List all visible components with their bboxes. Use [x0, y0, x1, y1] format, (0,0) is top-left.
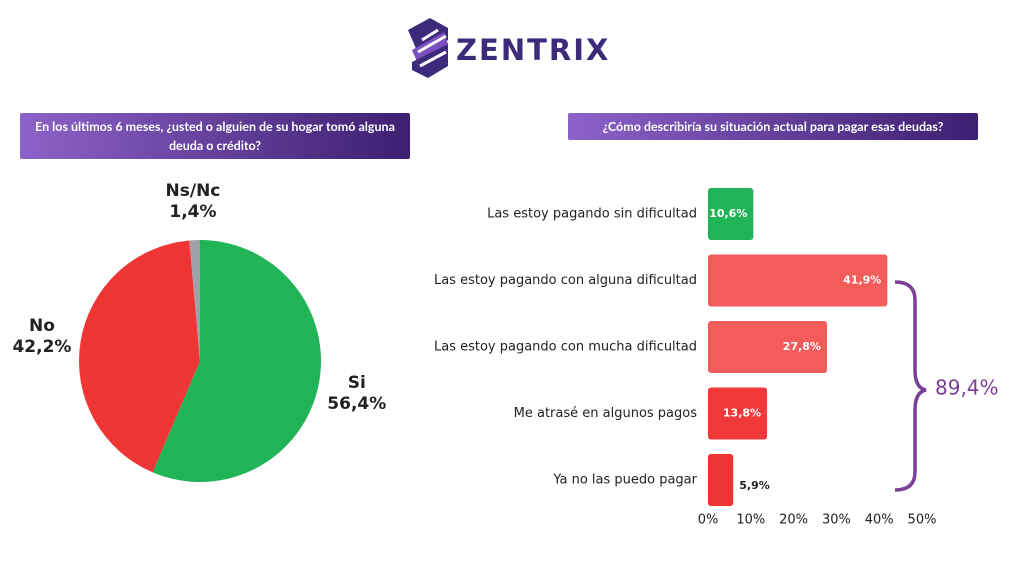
- bar: [708, 321, 827, 373]
- value-label: 13,8%: [723, 407, 761, 420]
- bar: [708, 188, 754, 240]
- pie-title: En los últimos 6 meses, ¿usted o alguien…: [20, 113, 410, 159]
- brace: [894, 280, 927, 492]
- bar: [708, 254, 888, 307]
- slice-label: No: [29, 316, 55, 336]
- pie-slice: [189, 240, 200, 361]
- value-label: 10,6%: [709, 207, 747, 220]
- pie-slice: [78, 240, 200, 473]
- x-tick-label: 50%: [908, 513, 937, 528]
- bar: [708, 454, 734, 506]
- category-label: Las estoy pagando sin dificultad: [487, 207, 697, 222]
- x-tick-label: 20%: [779, 513, 808, 528]
- slice-value: 42,2%: [12, 337, 71, 357]
- logo-icon: [408, 18, 448, 78]
- x-tick-label: 40%: [865, 513, 894, 528]
- value-label: 41,9%: [843, 274, 881, 287]
- x-tick-label: 10%: [736, 513, 765, 528]
- category-label: Ya no las puedo pagar: [552, 473, 697, 488]
- slice-label: Si: [348, 373, 366, 393]
- bar: [708, 387, 768, 440]
- category-label: Las estoy pagando con alguna dificultad: [434, 273, 697, 288]
- x-tick-label: 0%: [698, 513, 719, 528]
- category-label: Las estoy pagando con mucha dificultad: [434, 340, 697, 355]
- annotation: 89,4%: [935, 376, 999, 400]
- pie-slice: [152, 240, 322, 482]
- x-tick-label: 30%: [822, 513, 851, 528]
- bar-title: ¿Cómo describiría su situación actual pa…: [568, 113, 978, 140]
- logo-text: ZENTRIX: [456, 33, 610, 67]
- value-label: 5,9%: [739, 479, 770, 492]
- slice-value: 56,4%: [327, 394, 386, 414]
- slice-value: 1,4%: [169, 202, 216, 222]
- category-label: Me atrasé en algunos pagos: [514, 406, 698, 421]
- value-label: 27,8%: [783, 340, 821, 353]
- slice-label: Ns/Nc: [166, 181, 221, 201]
